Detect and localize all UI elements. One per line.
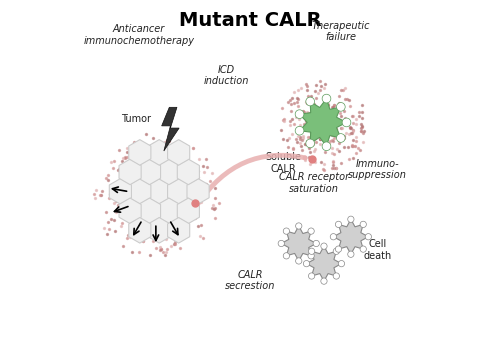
Polygon shape [128,140,151,165]
Polygon shape [148,140,171,165]
Circle shape [333,273,340,279]
Circle shape [321,243,327,249]
Polygon shape [168,140,190,165]
Polygon shape [110,179,132,204]
Circle shape [338,260,344,267]
Polygon shape [282,226,316,261]
Text: Therapeutic
failure: Therapeutic failure [312,21,370,42]
Text: ICD
induction: ICD induction [204,64,249,86]
Text: Mutant CALR: Mutant CALR [178,12,322,31]
Polygon shape [138,159,160,185]
Circle shape [342,118,351,127]
Polygon shape [128,179,151,204]
Polygon shape [178,198,200,224]
Circle shape [322,142,331,151]
Polygon shape [162,107,179,151]
FancyArrowPatch shape [198,155,305,204]
Circle shape [348,216,354,222]
Text: CALR receptor
saturation: CALR receptor saturation [279,172,349,194]
Circle shape [348,251,354,257]
Circle shape [278,240,284,246]
Circle shape [296,223,302,229]
Polygon shape [306,246,342,281]
Circle shape [336,246,342,252]
Circle shape [322,94,331,103]
Circle shape [295,110,304,119]
Text: Anticancer
immunochemotherapy: Anticancer immunochemotherapy [84,24,194,46]
Circle shape [365,234,372,240]
Text: Immuno-
suppression: Immuno- suppression [348,159,407,180]
Polygon shape [158,159,180,185]
Circle shape [283,253,290,259]
Polygon shape [300,99,346,146]
Circle shape [308,228,314,234]
Circle shape [306,97,314,106]
Polygon shape [119,159,141,185]
Circle shape [321,278,327,284]
Circle shape [304,260,310,267]
Polygon shape [158,198,180,224]
Polygon shape [148,218,171,243]
Polygon shape [128,218,151,243]
Circle shape [308,248,315,255]
Polygon shape [334,219,368,254]
Circle shape [283,228,290,234]
Text: CALR
secrestion: CALR secrestion [225,270,275,291]
Circle shape [336,102,345,111]
Circle shape [333,248,340,255]
Polygon shape [119,198,141,224]
Circle shape [360,246,366,252]
Circle shape [313,240,320,246]
Polygon shape [138,198,160,224]
Polygon shape [168,179,190,204]
Circle shape [330,234,336,240]
Circle shape [308,253,314,259]
Polygon shape [187,179,209,204]
Circle shape [360,221,366,227]
Circle shape [295,126,304,135]
Circle shape [296,258,302,264]
Polygon shape [168,218,190,243]
Text: Soluble
CALR: Soluble CALR [266,152,302,174]
Polygon shape [148,179,171,204]
Polygon shape [178,159,200,185]
Circle shape [306,139,314,148]
Circle shape [308,273,315,279]
Circle shape [336,221,342,227]
Text: Tumor: Tumor [120,114,150,124]
Text: Cell
death: Cell death [364,239,392,261]
Circle shape [336,134,345,142]
